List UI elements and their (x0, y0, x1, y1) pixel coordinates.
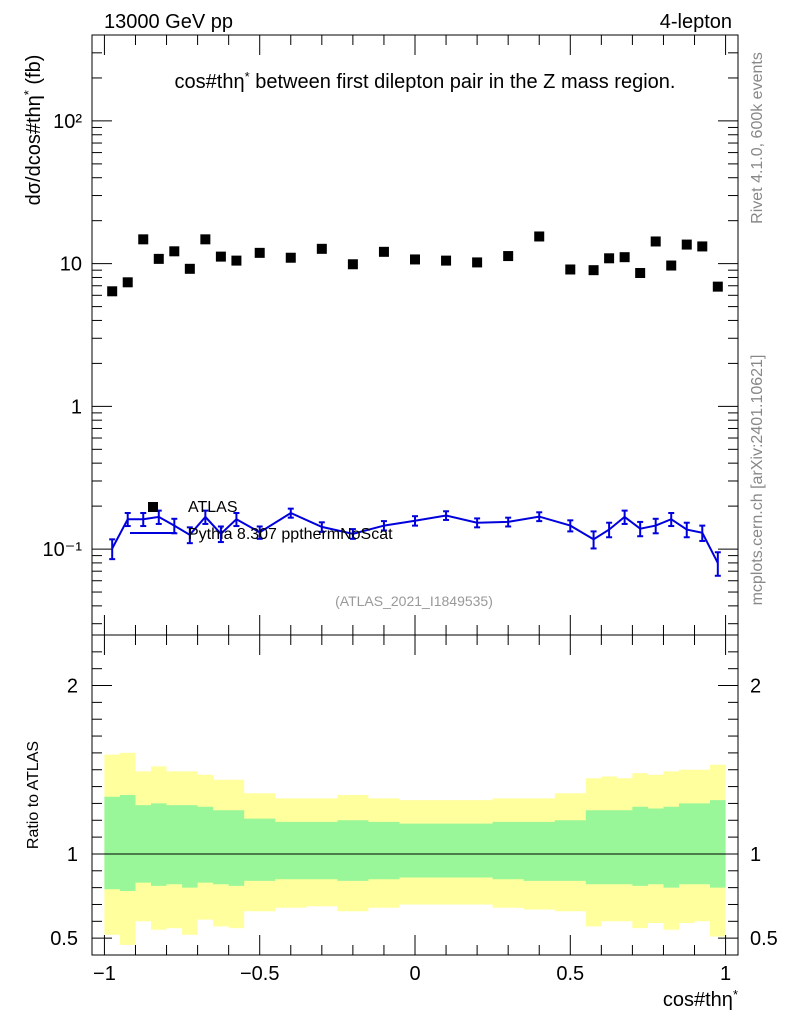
atlas-data-point (184, 263, 195, 274)
x-tick-label: 1 (720, 963, 731, 985)
x-axis-title: cos#thη* (663, 987, 738, 1012)
main-y-tick-label: 1 (71, 396, 82, 418)
header-left-label: 13000 GeV pp (104, 11, 233, 33)
x-tick-label: −1 (93, 963, 116, 985)
atlas-data-point (650, 236, 661, 247)
atlas-data-point (534, 231, 545, 242)
ratio-y-tick-label-left: 1 (67, 844, 78, 866)
atlas-data-point (604, 253, 615, 264)
atlas-data-point (565, 264, 576, 275)
ratio-y-tick-label-right: 0.5 (750, 928, 778, 950)
atlas-data-point (316, 243, 327, 254)
ratio-y-axis-title: Ratio to ATLAS (25, 741, 42, 849)
header-right-label: 4-lepton (660, 11, 732, 33)
ratio-green-band (104, 795, 726, 891)
atlas-data-point (254, 247, 265, 258)
x-tick-label: 0.5 (556, 963, 584, 985)
mcplots-source-label: mcplots.cern.ch [arXiv:2401.10621] (749, 355, 766, 606)
atlas-data-point (215, 251, 226, 262)
x-tick-label: −0.5 (240, 963, 279, 985)
atlas-data-point (635, 267, 646, 278)
main-y-tick-label: 10 (60, 254, 82, 276)
legend-atlas-marker (148, 502, 158, 512)
main-axis-ticks: 10⁻¹ 1 10 10² (43, 34, 738, 635)
legend-pythia-label: Pythia 8.307 ppthermNoScat (188, 526, 393, 543)
atlas-data-point (285, 252, 296, 263)
atlas-data-point (712, 281, 723, 292)
ratio-axis-ticks: 0.5 0.5 1 1 2 2 −1 −0.5 0 0.5 1 (50, 635, 778, 985)
atlas-data-point (378, 246, 389, 257)
atlas-data-point (347, 259, 358, 270)
atlas-series (107, 231, 723, 297)
ratio-y-tick-label-right: 2 (750, 676, 761, 698)
ratio-y-tick-label-left: 0.5 (50, 928, 78, 950)
atlas-data-point (666, 260, 677, 271)
atlas-data-point (200, 234, 211, 245)
main-y-axis-title: dσ/dcos#thη* (fb) (21, 55, 46, 206)
x-tick-label: 0 (409, 963, 420, 985)
rivet-version-label: Rivet 4.1.0, 600k events (749, 52, 766, 224)
main-y-tick-label: 10⁻¹ (43, 539, 83, 561)
analysis-id-label: (ATLAS_2021_I1849535) (335, 593, 493, 609)
main-y-tick-label: 10² (53, 111, 82, 133)
ratio-y-tick-label-left: 2 (67, 676, 78, 698)
ratio-y-tick-label-right: 1 (750, 844, 761, 866)
atlas-data-point (138, 234, 149, 245)
atlas-data-point (153, 253, 164, 264)
atlas-data-point (107, 286, 118, 297)
atlas-data-point (231, 255, 242, 266)
atlas-data-point (441, 255, 452, 266)
pythia-series (109, 507, 721, 577)
atlas-data-point (122, 277, 133, 288)
atlas-data-point (588, 265, 599, 276)
main-panel-frame (91, 34, 739, 636)
atlas-data-point (503, 251, 514, 262)
atlas-data-point (169, 246, 180, 257)
legend: ATLAS Pythia 8.307 ppthermNoScat (130, 499, 393, 543)
atlas-data-point (472, 257, 483, 268)
plot-title: cos#thη* between first dilepton pair in … (175, 69, 676, 94)
ratio-uncertainty-bands (104, 752, 726, 945)
legend-atlas-label: ATLAS (188, 499, 238, 516)
atlas-data-point (619, 252, 630, 263)
atlas-data-point (410, 254, 420, 265)
atlas-data-point (697, 241, 708, 252)
atlas-data-point (681, 239, 692, 250)
